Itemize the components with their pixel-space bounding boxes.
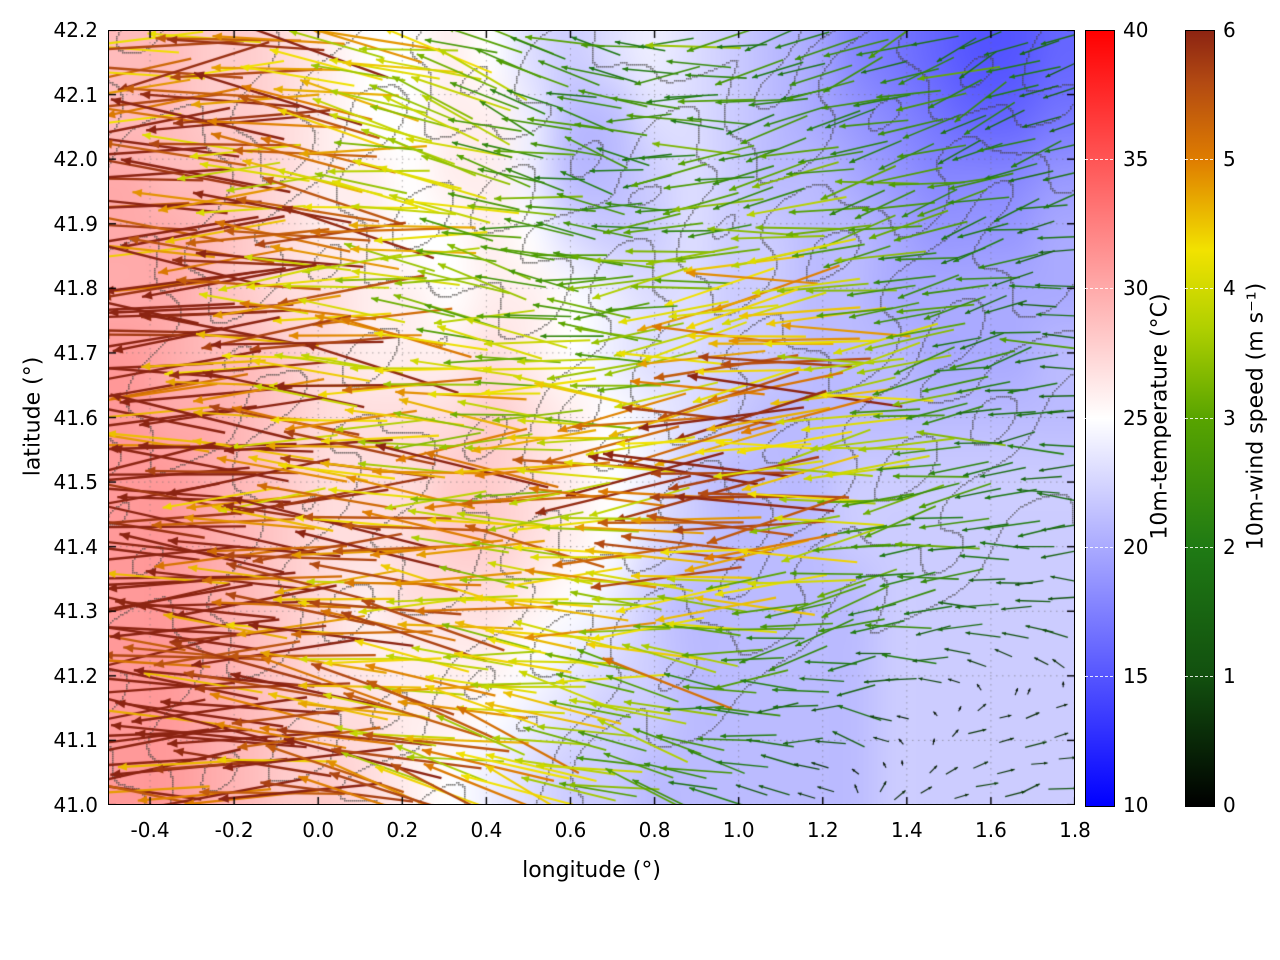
y-tick-label: 42.0 bbox=[53, 147, 98, 172]
y-tick-label: 41.0 bbox=[53, 793, 98, 817]
temperature-colorbar-tick-label: 10 bbox=[1123, 793, 1149, 817]
x-tick-label: 0.8 bbox=[638, 818, 671, 842]
temperature-colorbar-label: 10m-temperature (°C) bbox=[1147, 293, 1173, 540]
y-tick-label: 41.3 bbox=[53, 599, 98, 624]
y-tick-label: 41.7 bbox=[53, 340, 98, 365]
map-canvas bbox=[108, 30, 1075, 805]
temperature-colorbar bbox=[1085, 30, 1115, 807]
x-axis-label: longitude (°) bbox=[522, 858, 661, 883]
y-tick-label: 42.1 bbox=[53, 82, 98, 107]
x-tick-label: -0.4 bbox=[130, 818, 170, 842]
temperature-colorbar-tick-label: 20 bbox=[1123, 534, 1149, 559]
temperature-colorbar-tick-label: 30 bbox=[1123, 276, 1149, 301]
x-tick-label: 0.2 bbox=[386, 818, 419, 842]
wind-colorbar-tick-label: 2 bbox=[1223, 534, 1236, 559]
wind-colorbar-tick-label: 0 bbox=[1223, 793, 1236, 817]
wind-colorbar-tick-label: 6 bbox=[1223, 18, 1236, 42]
x-tick-label: 1.8 bbox=[1059, 818, 1091, 842]
y-tick-label: 41.4 bbox=[53, 534, 98, 559]
temperature-colorbar-tick-label: 15 bbox=[1123, 663, 1149, 688]
x-tick-label: -0.2 bbox=[214, 818, 254, 842]
wind-colorbar-label: 10m-wind speed (m s⁻¹) bbox=[1243, 282, 1269, 551]
temperature-colorbar-tick-label: 35 bbox=[1123, 147, 1149, 172]
y-tick-label: 41.2 bbox=[53, 663, 98, 688]
wind-colorbar-tick-label: 3 bbox=[1223, 405, 1236, 430]
x-tick-label: 0.4 bbox=[470, 818, 503, 842]
temperature-colorbar-tick-label: 25 bbox=[1123, 405, 1149, 430]
y-tick-label: 41.5 bbox=[53, 470, 98, 495]
wind-colorbar-tick-label: 5 bbox=[1223, 147, 1236, 172]
x-tick-label: 1.4 bbox=[890, 818, 923, 842]
temperature-colorbar-tick-label: 40 bbox=[1123, 18, 1149, 42]
x-tick-label: 1.0 bbox=[722, 818, 755, 842]
wind-colorbar bbox=[1185, 30, 1215, 807]
x-tick-label: 1.2 bbox=[806, 818, 839, 842]
wind-colorbar-tick-label: 4 bbox=[1223, 276, 1236, 301]
x-tick-label: 0.6 bbox=[554, 818, 587, 842]
x-tick-label: 0.0 bbox=[302, 818, 335, 842]
wind-colorbar-tick-label: 1 bbox=[1223, 663, 1236, 688]
x-tick-label: 1.6 bbox=[975, 818, 1007, 842]
y-tick-label: 41.1 bbox=[53, 728, 98, 753]
y-tick-label: 41.9 bbox=[53, 211, 98, 236]
y-tick-label: 42.2 bbox=[53, 18, 98, 42]
y-tick-label: 41.6 bbox=[53, 405, 98, 430]
y-tick-label: 41.8 bbox=[53, 276, 98, 301]
